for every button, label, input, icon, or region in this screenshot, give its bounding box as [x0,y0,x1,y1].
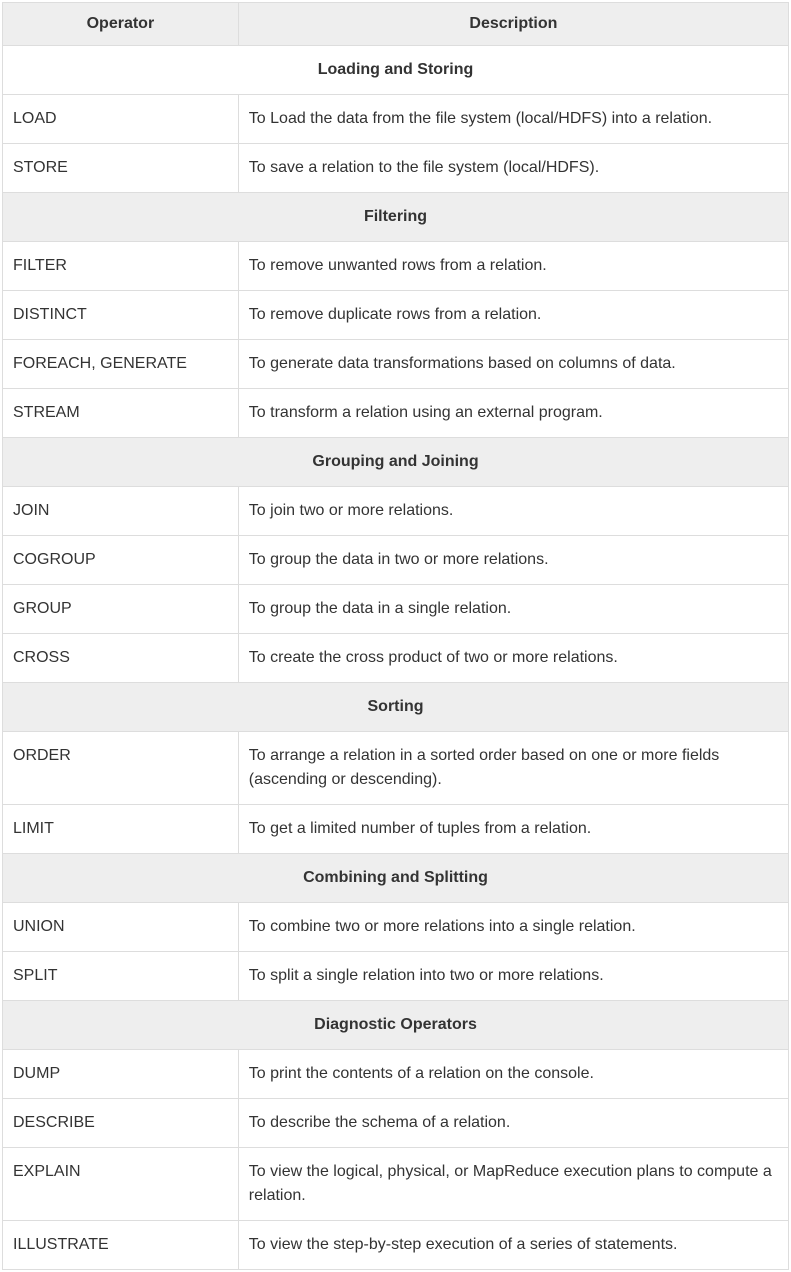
description-cell: To remove unwanted rows from a relation. [238,242,788,291]
table-row: STREAMTo transform a relation using an e… [3,389,789,438]
table-row: DISTINCTTo remove duplicate rows from a … [3,291,789,340]
operator-cell: DISTINCT [3,291,239,340]
operator-cell: JOIN [3,487,239,536]
section-title: Sorting [3,683,789,732]
description-cell: To combine two or more relations into a … [238,903,788,952]
operator-cell: STREAM [3,389,239,438]
section-title: Diagnostic Operators [3,1001,789,1050]
table-row: JOINTo join two or more relations. [3,487,789,536]
description-cell: To print the contents of a relation on t… [238,1050,788,1099]
operator-cell: DESCRIBE [3,1099,239,1148]
description-cell: To save a relation to the file system (l… [238,144,788,193]
operator-cell: COGROUP [3,536,239,585]
table-row: SPLITTo split a single relation into two… [3,952,789,1001]
col-header-description: Description [238,3,788,46]
section-title: Filtering [3,193,789,242]
description-cell: To describe the schema of a relation. [238,1099,788,1148]
table-row: GROUPTo group the data in a single relat… [3,585,789,634]
table-row: UNIONTo combine two or more relations in… [3,903,789,952]
operator-cell: STORE [3,144,239,193]
table-row: LOADTo Load the data from the file syste… [3,95,789,144]
section-header: Sorting [3,683,789,732]
table-header-row: Operator Description [3,3,789,46]
table-row: STORETo save a relation to the file syst… [3,144,789,193]
description-cell: To get a limited number of tuples from a… [238,805,788,854]
description-cell: To group the data in a single relation. [238,585,788,634]
col-header-operator: Operator [3,3,239,46]
description-cell: To Load the data from the file system (l… [238,95,788,144]
description-cell: To join two or more relations. [238,487,788,536]
section-header: Grouping and Joining [3,438,789,487]
description-cell: To remove duplicate rows from a relation… [238,291,788,340]
section-title: Combining and Splitting [3,854,789,903]
description-cell: To transform a relation using an externa… [238,389,788,438]
description-cell: To arrange a relation in a sorted order … [238,732,788,805]
table-row: DUMPTo print the contents of a relation … [3,1050,789,1099]
description-cell: To split a single relation into two or m… [238,952,788,1001]
description-cell: To view the logical, physical, or MapRed… [238,1148,788,1221]
section-title: Loading and Storing [3,46,789,95]
operator-cell: ILLUSTRATE [3,1221,239,1270]
table-row: ILLUSTRATETo view the step-by-step execu… [3,1221,789,1270]
operator-cell: ORDER [3,732,239,805]
description-cell: To generate data transformations based o… [238,340,788,389]
table-row: ORDERTo arrange a relation in a sorted o… [3,732,789,805]
operator-cell: EXPLAIN [3,1148,239,1221]
table-row: LIMITTo get a limited number of tuples f… [3,805,789,854]
section-header: Loading and Storing [3,46,789,95]
operator-cell: DUMP [3,1050,239,1099]
table-row: FILTERTo remove unwanted rows from a rel… [3,242,789,291]
table-row: EXPLAINTo view the logical, physical, or… [3,1148,789,1221]
table-row: COGROUPTo group the data in two or more … [3,536,789,585]
operator-cell: LOAD [3,95,239,144]
section-header: Filtering [3,193,789,242]
operator-cell: LIMIT [3,805,239,854]
description-cell: To group the data in two or more relatio… [238,536,788,585]
operator-cell: GROUP [3,585,239,634]
table-row: CROSSTo create the cross product of two … [3,634,789,683]
description-cell: To view the step-by-step execution of a … [238,1221,788,1270]
operator-cell: CROSS [3,634,239,683]
operators-table: Operator Description Loading and Storing… [2,2,789,1270]
section-header: Diagnostic Operators [3,1001,789,1050]
table-row: FOREACH, GENERATETo generate data transf… [3,340,789,389]
operator-cell: FOREACH, GENERATE [3,340,239,389]
section-title: Grouping and Joining [3,438,789,487]
operator-cell: SPLIT [3,952,239,1001]
table-row: DESCRIBETo describe the schema of a rela… [3,1099,789,1148]
operator-cell: FILTER [3,242,239,291]
operator-cell: UNION [3,903,239,952]
description-cell: To create the cross product of two or mo… [238,634,788,683]
section-header: Combining and Splitting [3,854,789,903]
